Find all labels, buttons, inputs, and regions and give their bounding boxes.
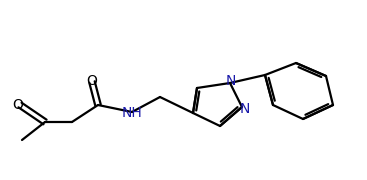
- Text: O: O: [87, 74, 97, 88]
- Text: N: N: [240, 102, 250, 116]
- Text: O: O: [12, 98, 23, 112]
- Text: N: N: [226, 74, 236, 88]
- Text: NH: NH: [121, 106, 142, 120]
